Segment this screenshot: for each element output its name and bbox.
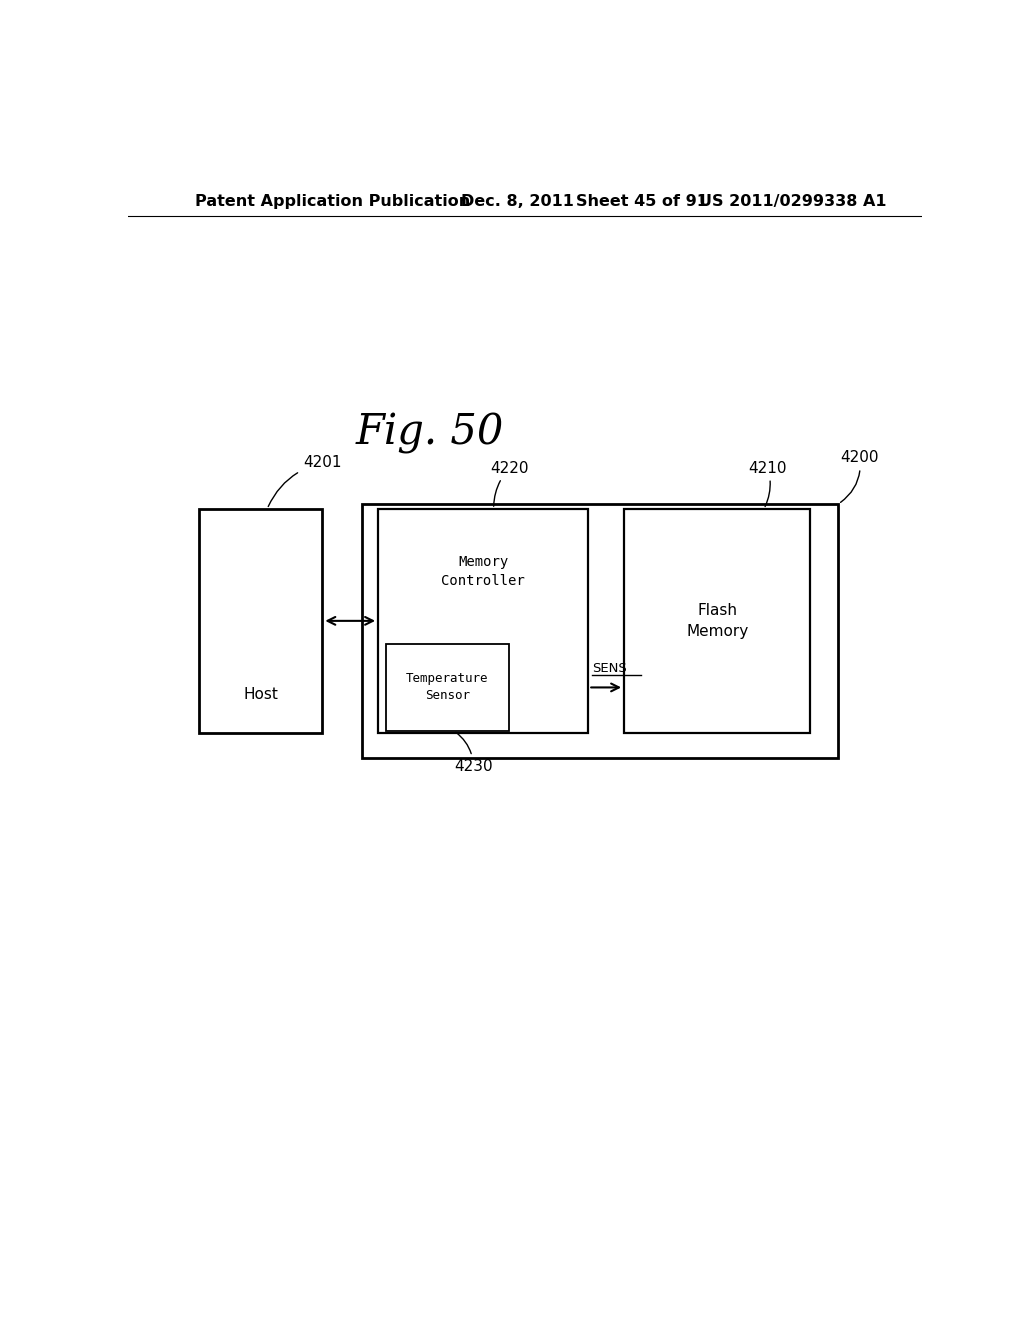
Bar [386, 644, 509, 731]
Bar [624, 510, 811, 733]
Text: 4201: 4201 [268, 455, 341, 507]
Text: 4220: 4220 [490, 461, 528, 507]
Bar [378, 510, 589, 733]
Text: Patent Application Publication: Patent Application Publication [196, 194, 471, 209]
Text: Memory
Controller: Memory Controller [441, 556, 525, 587]
Text: SENS: SENS [592, 663, 627, 676]
Text: 4200: 4200 [841, 450, 880, 503]
Text: Flash
Memory: Flash Memory [686, 603, 749, 639]
Text: Temperature
Sensor: Temperature Sensor [407, 672, 488, 702]
Text: Fig. 50: Fig. 50 [355, 412, 504, 454]
Text: 4210: 4210 [749, 461, 787, 507]
Bar [200, 510, 323, 733]
Bar [362, 504, 839, 758]
Text: US 2011/0299338 A1: US 2011/0299338 A1 [699, 194, 887, 209]
Text: Sheet 45 of 91: Sheet 45 of 91 [577, 194, 709, 209]
Text: 4230: 4230 [454, 733, 493, 774]
Text: Dec. 8, 2011: Dec. 8, 2011 [461, 194, 574, 209]
Text: Host: Host [244, 688, 279, 702]
